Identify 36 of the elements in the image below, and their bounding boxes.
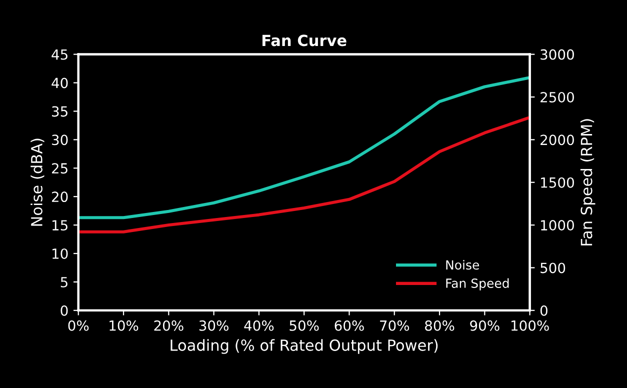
- x-tick-label: 50%: [290, 320, 319, 331]
- chart-title: Fan Curve: [262, 34, 346, 46]
- x-tick-label: 100%: [511, 320, 549, 331]
- y-axis-title: Noise (dBA): [30, 138, 44, 226]
- y-tick-label: 5: [60, 277, 68, 288]
- legend-label: Fan Speed: [446, 278, 509, 290]
- y-tick-label: 45: [52, 49, 68, 60]
- y-tick-label: 15: [52, 220, 68, 231]
- legend-label: Noise: [446, 260, 480, 270]
- x-tick-label: 20%: [154, 320, 184, 331]
- y-tick-label: 40: [52, 78, 68, 88]
- x-tick-label: 10%: [110, 320, 138, 331]
- y2-tick-label: 2000: [540, 134, 574, 146]
- y-tick-label: 25: [52, 163, 68, 174]
- y2-tick-label: 3000: [540, 49, 574, 60]
- x-tick-label: 90%: [470, 320, 500, 331]
- x-tick-label: 60%: [334, 320, 364, 331]
- y2-tick-label: 2500: [540, 92, 574, 102]
- y2-tick-label: 1000: [541, 220, 574, 231]
- y-tick-label: 30: [52, 134, 68, 146]
- line-series: [78, 116, 530, 234]
- x-tick-label: 30%: [199, 320, 228, 331]
- x-axis-title: Loading (% of Rated Output Power): [170, 339, 438, 354]
- x-tick-label: 40%: [244, 320, 274, 331]
- y-tick-label: 35: [52, 106, 68, 117]
- y2-tick-label: 0: [540, 305, 548, 316]
- y-tick-label: 0: [60, 305, 68, 316]
- y2-tick-label: 1500: [541, 177, 574, 188]
- y2-tick-label: 500: [540, 262, 566, 274]
- x-tick-label: 0%: [68, 320, 89, 331]
- y-tick-label: 10: [52, 248, 68, 259]
- x-tick-label: 70%: [380, 320, 410, 331]
- x-tick-label: 80%: [425, 320, 454, 331]
- y-tick-label: 20: [52, 192, 68, 202]
- y2-axis-title: Fan Speed (RPM): [580, 119, 596, 246]
- line-series: [78, 76, 530, 220]
